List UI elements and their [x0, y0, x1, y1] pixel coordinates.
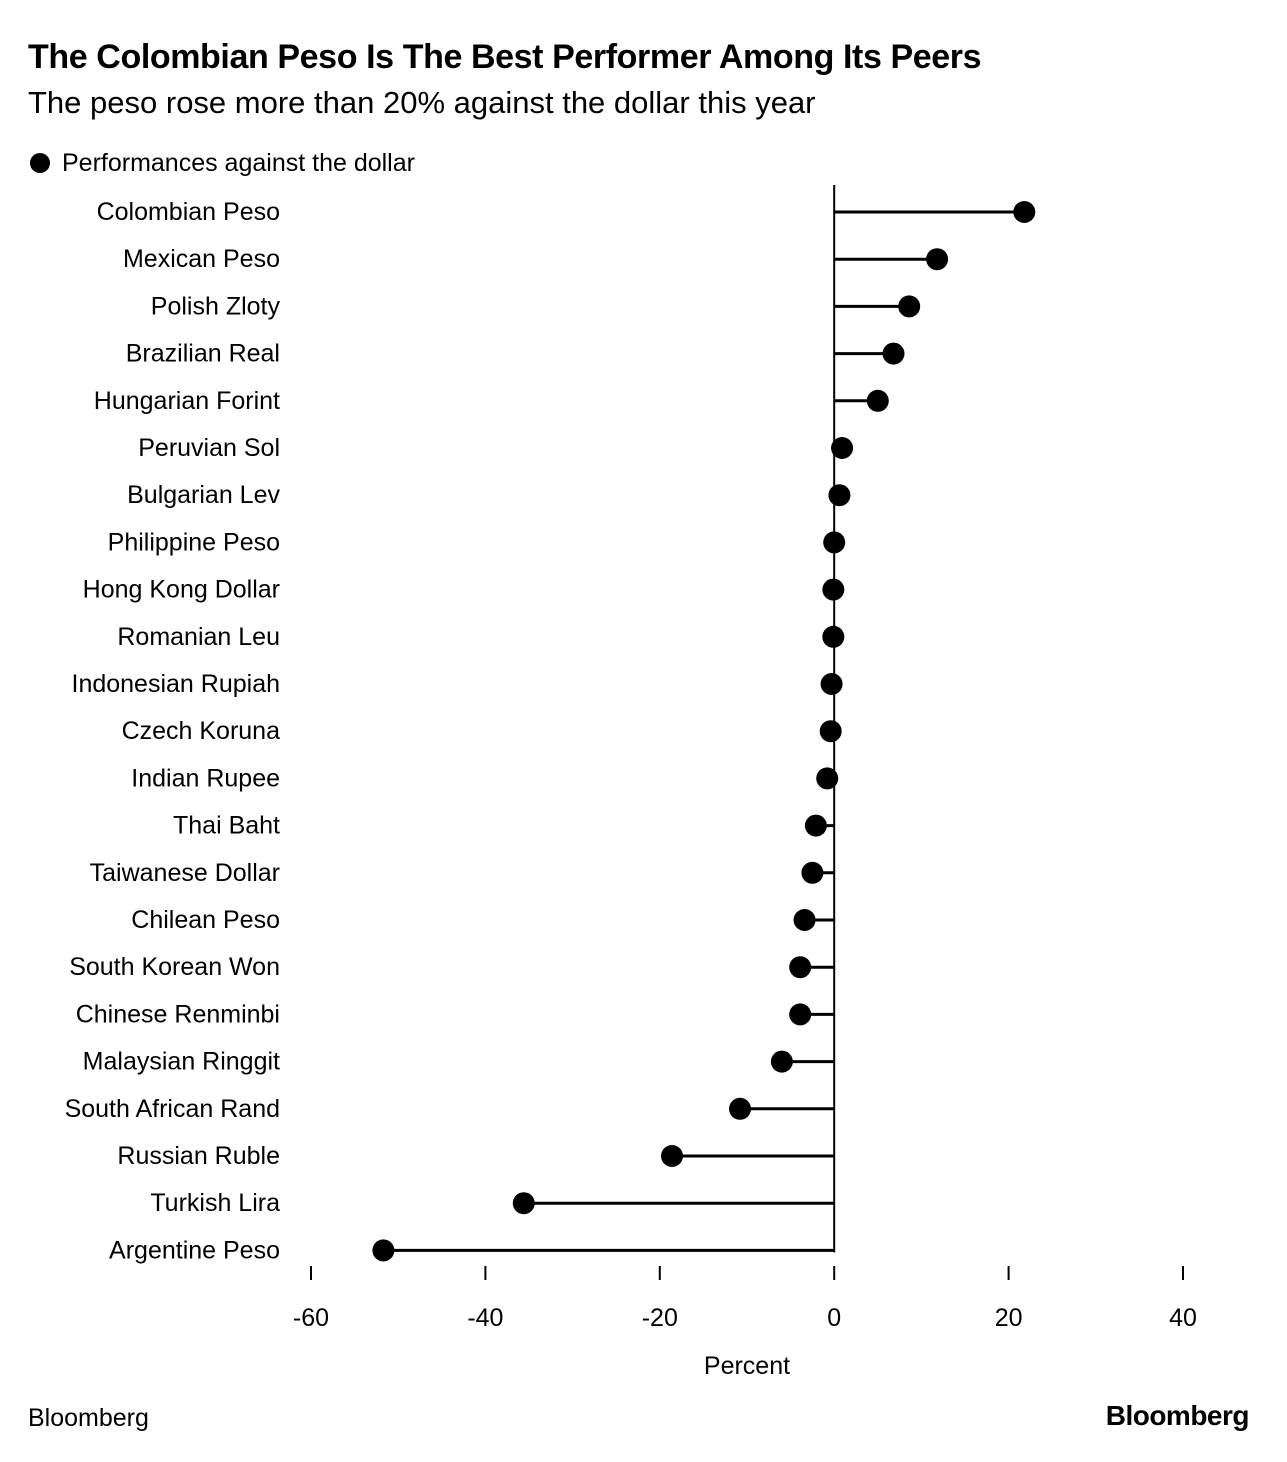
legend-marker-icon [30, 153, 50, 173]
category-label-south-korean-won: South Korean Won [69, 953, 280, 981]
category-label-taiwanese-dollar: Taiwanese Dollar [90, 859, 280, 887]
category-label-peruvian-sol: Peruvian Sol [138, 434, 280, 462]
chart-title: The Colombian Peso Is The Best Performer… [28, 38, 982, 76]
data-point-chinese-renminbi [789, 1003, 812, 1026]
category-label-brazilian-real: Brazilian Real [126, 340, 280, 368]
data-point-south-african-rand [729, 1097, 752, 1120]
data-point-philippine-peso [823, 531, 846, 554]
category-label-chilean-peso: Chilean Peso [131, 906, 280, 934]
x-tick-label-neg20: -20 [642, 1304, 678, 1332]
category-label-malaysian-ringgit: Malaysian Ringgit [83, 1048, 280, 1076]
data-point-thai-baht [804, 814, 827, 837]
data-point-polish-zloty [898, 295, 921, 318]
category-label-mexican-peso: Mexican Peso [123, 245, 280, 273]
data-point-turkish-lira [512, 1192, 535, 1215]
data-point-czech-koruna [819, 720, 842, 743]
data-point-indian-rupee [816, 767, 839, 790]
category-label-polish-zloty: Polish Zloty [151, 292, 281, 320]
category-label-turkish-lira: Turkish Lira [150, 1189, 280, 1217]
data-point-taiwanese-dollar [801, 861, 824, 884]
category-label-indian-rupee: Indian Rupee [131, 764, 280, 792]
data-point-mexican-peso [926, 248, 949, 271]
brand-logo: Bloomberg [1105, 1400, 1250, 1431]
x-tick-label-0: 0 [827, 1304, 841, 1332]
category-label-argentine-peso: Argentine Peso [109, 1236, 280, 1264]
data-point-south-korean-won [789, 956, 812, 979]
category-label-philippine-peso: Philippine Peso [108, 528, 280, 556]
data-point-indonesian-rupiah [820, 673, 843, 695]
category-label-czech-koruna: Czech Koruna [122, 717, 281, 745]
category-label-bulgarian-lev: Bulgarian Lev [127, 481, 280, 509]
category-label-colombian-peso: Colombian Peso [97, 198, 280, 226]
chart-subtitle: The peso rose more than 20% against the … [28, 85, 816, 120]
source-note: Bloomberg [28, 1404, 149, 1432]
data-point-hungarian-forint [866, 389, 889, 412]
data-point-russian-ruble [661, 1145, 684, 1167]
category-label-romanian-leu: Romanian Leu [117, 623, 280, 651]
x-tick-label-40: 40 [1169, 1304, 1197, 1332]
data-point-chilean-peso [793, 909, 816, 931]
data-point-brazilian-real [882, 342, 905, 365]
data-point-bulgarian-lev [828, 484, 851, 507]
category-label-indonesian-rupiah: Indonesian Rupiah [72, 670, 281, 698]
data-point-peruvian-sol [831, 437, 854, 459]
category-label-hong-kong-dollar: Hong Kong Dollar [83, 576, 280, 604]
data-point-colombian-peso [1013, 201, 1036, 223]
category-label-chinese-renminbi: Chinese Renminbi [76, 1000, 280, 1028]
x-tick-label-neg60: -60 [293, 1304, 329, 1332]
data-point-malaysian-ringgit [770, 1050, 793, 1073]
data-point-romanian-leu [822, 625, 845, 648]
data-point-argentine-peso [372, 1239, 395, 1262]
legend: Performances against the dollar [30, 147, 415, 179]
category-label-south-african-rand: South African Rand [65, 1095, 280, 1123]
x-axis-title: Percent [704, 1352, 790, 1380]
category-label-thai-baht: Thai Baht [173, 812, 280, 840]
category-label-russian-ruble: Russian Ruble [117, 1142, 280, 1170]
legend-label: Performances against the dollar [62, 148, 415, 177]
x-tick-label-20: 20 [995, 1304, 1023, 1332]
category-label-hungarian-forint: Hungarian Forint [94, 387, 280, 415]
data-point-hong-kong-dollar [822, 578, 845, 601]
x-tick-label-neg40: -40 [467, 1304, 503, 1332]
